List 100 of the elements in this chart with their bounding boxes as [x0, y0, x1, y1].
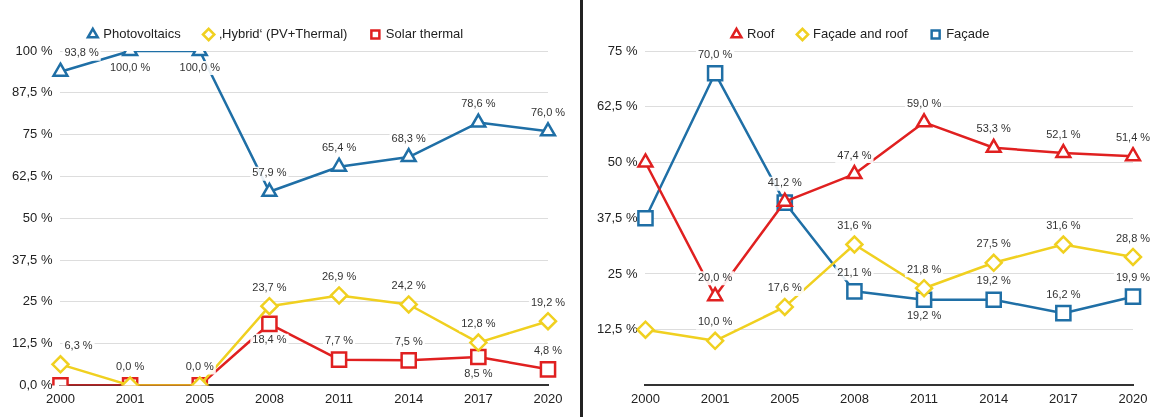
y-tick-label: 75 %	[607, 42, 638, 58]
x-tick-label: 2017	[463, 390, 493, 406]
x-tick-label: 2020	[533, 390, 563, 406]
data-label: 19,9 %	[1115, 271, 1151, 284]
data-label: 52,1 %	[1046, 127, 1081, 140]
point	[984, 253, 1003, 273]
point	[400, 147, 417, 163]
y-tick-label: 25 %	[607, 265, 638, 281]
x-tick-label: 2011	[325, 390, 354, 406]
data-label: 26,9 %	[321, 269, 357, 282]
x-tick-label: 2014	[394, 390, 424, 406]
data-label: 10,0 %	[697, 315, 733, 328]
data-label: 7,7 %	[324, 334, 354, 347]
data-label: 23,7 %	[252, 280, 287, 293]
x-tick-label: 2001	[115, 390, 145, 406]
legend-label: ‚Hybrid‘ (PV+Thermal)	[219, 26, 348, 42]
point	[637, 209, 654, 227]
data-label: 70,0 %	[697, 47, 733, 60]
data-label: 28,8 %	[1115, 231, 1151, 244]
point	[1055, 143, 1072, 159]
y-tick-label: 50 %	[22, 209, 53, 225]
point	[330, 157, 348, 172]
point	[470, 348, 487, 366]
point	[539, 361, 557, 378]
data-label: 100,0 %	[179, 60, 221, 73]
x-tick-label: 2005	[185, 390, 215, 406]
data-label: 21,8 %	[906, 262, 942, 275]
x-tick-label: 2011	[910, 390, 939, 406]
point	[400, 352, 418, 369]
data-label: 16,2 %	[1046, 287, 1081, 300]
point	[330, 351, 348, 368]
data-label: 57,9 %	[252, 166, 287, 179]
point	[52, 62, 69, 77]
y-tick-label: 12,5 %	[596, 321, 638, 337]
point	[775, 297, 795, 317]
legend-label: Photovoltaics	[103, 26, 182, 42]
x-tick-label: 2005	[770, 390, 800, 406]
data-label: 78,6 %	[461, 97, 496, 110]
point	[260, 296, 279, 316]
x-tick-label: 2008	[839, 390, 869, 406]
x-tick-label: 2008	[254, 390, 284, 406]
y-tick-label: 62,5 %	[596, 98, 638, 114]
y-tick-label: 37,5 %	[596, 209, 638, 225]
y-tick-label: 37,5 %	[11, 251, 53, 267]
point	[261, 182, 278, 198]
legend-label: Solar thermal	[385, 26, 464, 42]
data-label: 7,5 %	[394, 334, 423, 347]
data-label: 0,0 %	[116, 359, 145, 372]
x-tick-label: 2014	[979, 390, 1009, 406]
point	[637, 153, 654, 168]
data-label: 0,0 %	[185, 359, 215, 372]
point	[1124, 146, 1142, 162]
y-tick-label: 62,5 %	[11, 167, 53, 183]
data-label: 21,1 %	[837, 265, 872, 278]
data-label: 17,6 %	[767, 281, 803, 294]
data-label: 24,2 %	[391, 279, 427, 292]
point	[538, 311, 558, 331]
point	[261, 315, 278, 333]
point	[985, 291, 1003, 309]
x-tick-label: 2000	[46, 390, 75, 406]
point	[469, 333, 488, 352]
y-tick-label: 100 %	[15, 42, 53, 58]
point	[776, 192, 793, 207]
data-label: 93,8 %	[64, 46, 99, 59]
data-label: 76,0 %	[530, 105, 566, 118]
y-tick-label: 0,0 %	[19, 376, 53, 392]
point	[705, 331, 725, 351]
point	[470, 113, 487, 128]
point	[985, 138, 1002, 153]
data-label: 53,3 %	[976, 122, 1012, 135]
point	[1123, 247, 1143, 267]
data-label: 18,4 %	[252, 333, 287, 346]
point	[1055, 304, 1072, 322]
point	[329, 286, 349, 305]
data-label: 65,4 %	[321, 141, 357, 154]
data-label: 68,3 %	[391, 131, 427, 144]
data-label: 20,0 %	[697, 270, 733, 283]
data-label: 12,8 %	[461, 317, 496, 330]
data-label: 41,2 %	[767, 176, 803, 189]
data-label: 51,4 %	[1115, 130, 1151, 143]
data-label: 47,4 %	[837, 148, 872, 161]
y-tick-label: 12,5 %	[11, 335, 53, 351]
y-tick-label: 87,5 %	[11, 84, 53, 100]
data-label: 31,6 %	[1046, 219, 1081, 232]
point	[1124, 288, 1142, 305]
point	[399, 295, 418, 314]
x-tick-label: 2001	[700, 390, 730, 406]
x-tick-label: 2017	[1048, 390, 1078, 406]
point	[1054, 235, 1073, 254]
data-label: 19,2 %	[976, 274, 1012, 287]
data-label: 31,6 %	[837, 219, 872, 232]
y-tick-label: 50 %	[607, 154, 638, 170]
y-tick-label: 25 %	[22, 293, 53, 309]
legend-label: Roof	[747, 26, 775, 42]
data-label: 19,2 %	[906, 309, 942, 322]
point	[51, 355, 70, 374]
point	[846, 283, 863, 300]
point	[915, 113, 933, 128]
point	[846, 164, 863, 180]
x-tick-label: 2000	[631, 390, 660, 406]
